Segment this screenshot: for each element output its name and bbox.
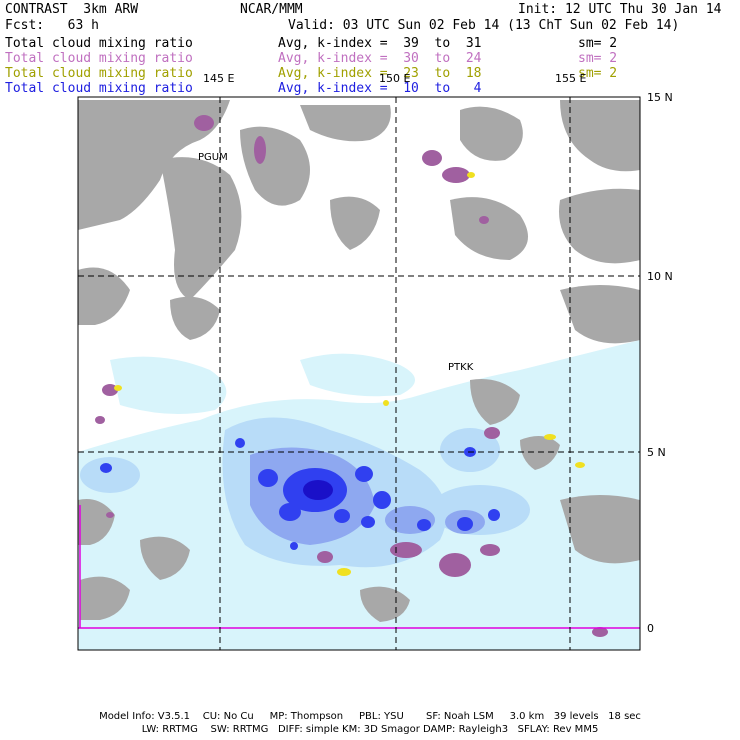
field-name-2: Total cloud mixing ratio <box>5 51 193 66</box>
init-time: Init: 12 UTC Thu 30 Jan 14 <box>518 2 722 17</box>
lat-label-10n: 10 N <box>647 270 673 283</box>
lat-label-5n: 5 N <box>647 446 666 459</box>
field-avg-1: Avg, k-index = 39 to 31 <box>278 36 482 51</box>
lat-label-0: 0 <box>647 622 654 635</box>
model-title: CONTRAST 3km ARW <box>5 2 139 17</box>
forecast-hour: Fcst: 63 h <box>5 18 99 33</box>
field-avg-4: Avg, k-index = 10 to 4 <box>278 81 482 96</box>
field-name-1: Total cloud mixing ratio <box>5 36 193 51</box>
lon-label-150: 150 E <box>379 72 411 85</box>
lon-label-145: 145 E <box>203 72 235 85</box>
center-name: NCAR/MMM <box>240 2 303 17</box>
field-name-3: Total cloud mixing ratio <box>5 66 193 81</box>
station-ptkk: PTKK <box>448 362 474 373</box>
map-frame <box>77 96 641 651</box>
model-info-line-1: Model Info: V3.5.1 CU: No Cu MP: Thompso… <box>99 711 641 722</box>
valid-time: Valid: 03 UTC Sun 02 Feb 14 (13 ChT Sun … <box>288 18 680 33</box>
field-sm-2: sm= 2 <box>578 51 618 66</box>
field-sm-3: sm= 2 <box>578 66 618 81</box>
model-info-line-2: LW: RRTMG SW: RRTMG DIFF: simple KM: 3D … <box>141 724 599 735</box>
purple-cloud-patches <box>95 115 608 637</box>
dark-blue-core <box>303 480 333 500</box>
station-pgum: PGUM <box>198 152 228 163</box>
lat-lon-grid <box>78 97 640 650</box>
gray-cloud-field <box>78 100 640 622</box>
field-avg-2: Avg, k-index = 30 to 24 <box>278 51 482 66</box>
field-sm-1: sm= 2 <box>578 36 618 51</box>
yellow-cloud-patches <box>114 172 585 576</box>
field-avg-3: Avg, k-index = 23 to 18 <box>278 66 482 81</box>
lon-label-155: 155 E <box>555 72 587 85</box>
field-name-4: Total cloud mixing ratio <box>5 81 193 96</box>
lat-label-15n: 15 N <box>647 91 673 104</box>
